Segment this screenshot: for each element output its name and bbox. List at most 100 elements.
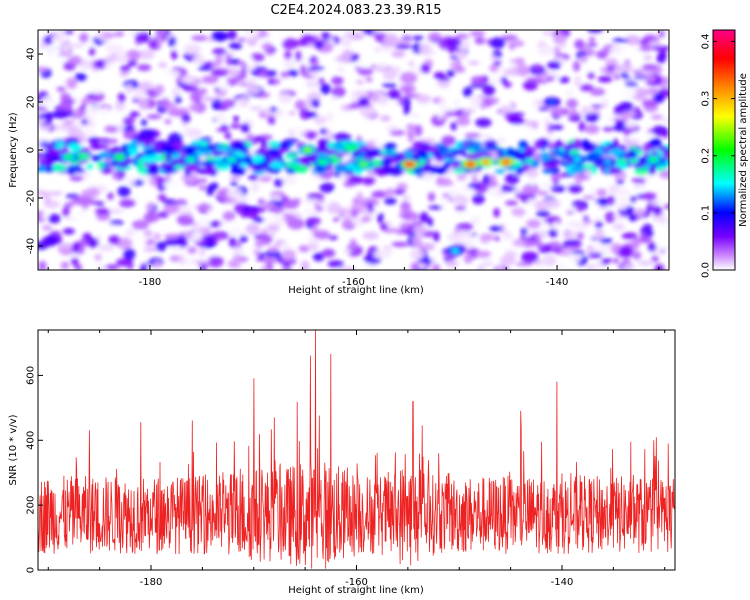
heatmap-hotspot (304, 147, 312, 153)
heatmap-cell (382, 83, 397, 88)
heatmap-band-cell (160, 146, 173, 154)
heatmap-cell (631, 239, 640, 250)
heatmap-cell (62, 206, 70, 218)
heatmap-cell (104, 125, 120, 133)
heatmap-cell (67, 55, 82, 66)
heatmap-cell (656, 52, 666, 64)
heatmap-cell (227, 68, 240, 78)
heatmap-cell (616, 186, 630, 198)
heatmap-cell (615, 179, 625, 185)
heatmap-cell (201, 61, 215, 66)
heatmap-cell (543, 198, 561, 209)
heatmap-cell (314, 39, 325, 50)
heatmap-cell (278, 93, 293, 104)
heatmap-cell (284, 50, 292, 61)
heatmap-band-cell (203, 150, 214, 155)
heatmap-cell (476, 264, 486, 270)
heatmap-cell (631, 177, 646, 183)
heatmap-cell (176, 214, 191, 225)
heatmap-cell (475, 250, 492, 258)
heatmap-cell (225, 77, 239, 87)
heatmap-band-cell (340, 141, 350, 146)
heatmap-cell (76, 195, 93, 205)
heatmap-cell (200, 96, 218, 102)
heatmap-cell (267, 115, 276, 125)
heatmap-cell (452, 200, 462, 207)
heatmap-cell (537, 44, 555, 56)
heatmap-band-cell (155, 155, 162, 162)
heatmap-cell (193, 54, 205, 65)
heatmap-cell (620, 71, 629, 78)
heatmap-cell (186, 246, 197, 254)
heatmap-cell (642, 133, 655, 138)
heatmap-cell (220, 221, 228, 227)
heatmap-cell (82, 129, 97, 136)
heatmap-cell (399, 71, 418, 84)
heatmap-cell (245, 208, 259, 219)
heatmap-hotspot (451, 248, 459, 253)
heatmap-cell (408, 60, 415, 67)
heatmap-cell (553, 33, 567, 45)
heatmap-cell (407, 131, 415, 143)
heatmap-cell (391, 50, 406, 58)
heatmap-cell (612, 38, 629, 43)
heatmap-cell (515, 57, 525, 65)
heatmap-hotspot (115, 155, 123, 160)
heatmap-cell (579, 55, 588, 64)
heatmap-cell (169, 255, 181, 262)
heatmap-cell (38, 118, 46, 124)
heatmap-cell (384, 197, 397, 205)
heatmap-cell (298, 245, 310, 253)
heatmap-band-cell (38, 165, 44, 171)
heatmap-band-cell (194, 140, 209, 146)
y-tick-label: 0 (26, 567, 37, 573)
heatmap-cell (198, 225, 211, 236)
heatmap-band-cell (184, 164, 201, 172)
heatmap-cell (207, 255, 224, 268)
heatmap-cell (211, 231, 230, 240)
heatmap-band-cell (442, 152, 457, 159)
heatmap-cell (528, 132, 538, 139)
heatmap-cell (56, 86, 66, 92)
heatmap-cell (246, 86, 261, 94)
heatmap-cell (101, 224, 115, 229)
heatmap-cell (212, 48, 227, 55)
heatmap-band-cell (569, 149, 580, 157)
heatmap-cell (65, 194, 80, 199)
x-tick-label: -160 (342, 277, 365, 288)
heatmap-cell (419, 212, 429, 224)
heatmap-cell (531, 120, 539, 130)
heatmap-band-cell (628, 158, 639, 164)
heatmap-band-cell (649, 138, 662, 148)
heatmap-cell (635, 185, 644, 195)
heatmap-cell (454, 66, 466, 73)
heatmap-cell (629, 195, 636, 204)
heatmap-cell (621, 232, 638, 240)
heatmap-cell (307, 66, 325, 71)
heatmap-band-cell (547, 162, 557, 169)
heatmap-cell (306, 216, 321, 226)
heatmap-cell (60, 261, 70, 270)
heatmap-cell (412, 235, 423, 247)
heatmap-cell (567, 184, 583, 194)
heatmap-cell (56, 56, 69, 64)
snr-series-line (38, 330, 675, 569)
heatmap-cell (238, 197, 248, 203)
heatmap-cell (536, 190, 549, 196)
heatmap-cell (493, 207, 500, 218)
heatmap-band-cell (494, 169, 506, 174)
heatmap-band-cell (250, 154, 265, 163)
heatmap-cell (153, 232, 161, 241)
heatmap-cell (53, 123, 71, 132)
heatmap-cell (163, 70, 181, 77)
heatmap-cell (559, 173, 568, 178)
heatmap-cell (164, 119, 172, 124)
heatmap-cell (624, 122, 639, 128)
heatmap-cell (653, 92, 665, 104)
heatmap-cell (310, 98, 320, 108)
heatmap-band-cell (381, 165, 397, 175)
heatmap-cell (349, 238, 357, 251)
heatmap-cell (174, 95, 182, 104)
heatmap-cell (512, 239, 526, 247)
heatmap-cell (167, 109, 186, 117)
